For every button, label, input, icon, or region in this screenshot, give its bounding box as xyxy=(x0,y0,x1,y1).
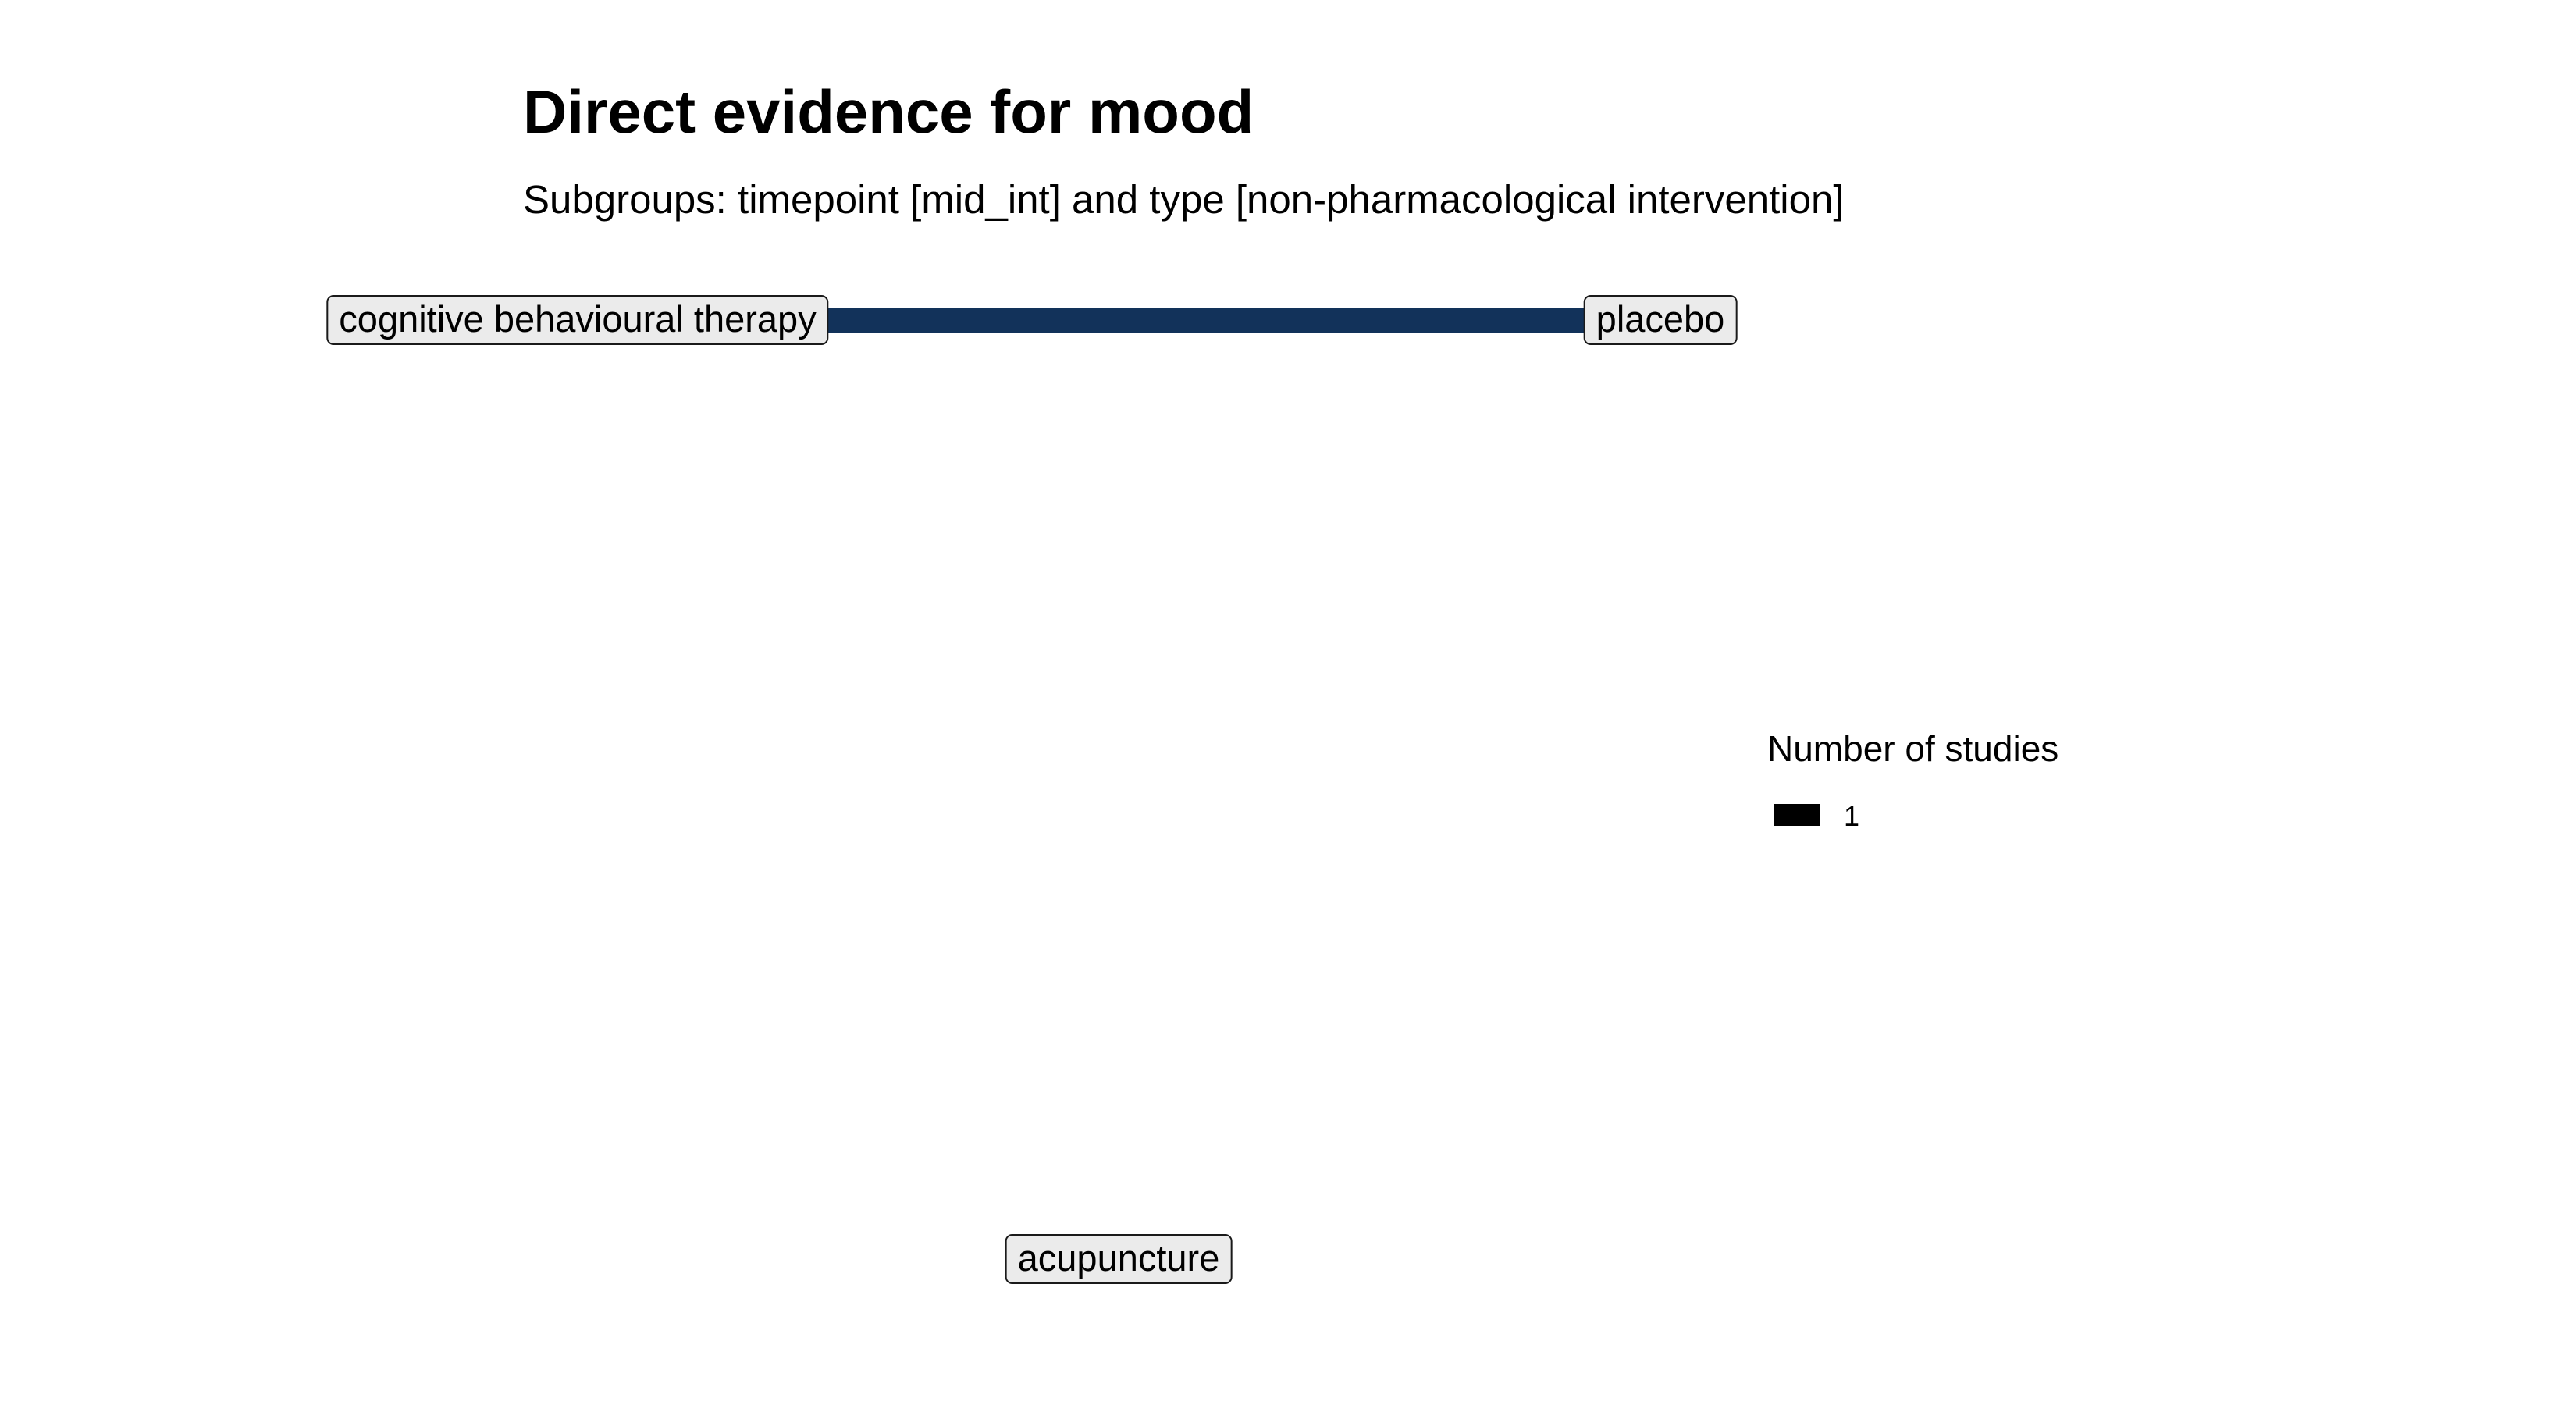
chart-title: Direct evidence for mood xyxy=(523,77,1254,146)
node-cognitive-behavioural-therapy: cognitive behavioural therapy xyxy=(326,295,829,345)
legend-key-swatch xyxy=(1774,804,1820,826)
chart-subtitle: Subgroups: timepoint [mid_int] and type … xyxy=(523,177,1845,222)
node-acupuncture: acupuncture xyxy=(1005,1234,1233,1284)
legend-key-label: 1 xyxy=(1844,800,1860,832)
node-placebo: placebo xyxy=(1583,295,1738,345)
legend: Number of studies 1 xyxy=(1767,731,2173,848)
legend-title: Number of studies xyxy=(1767,728,2059,769)
